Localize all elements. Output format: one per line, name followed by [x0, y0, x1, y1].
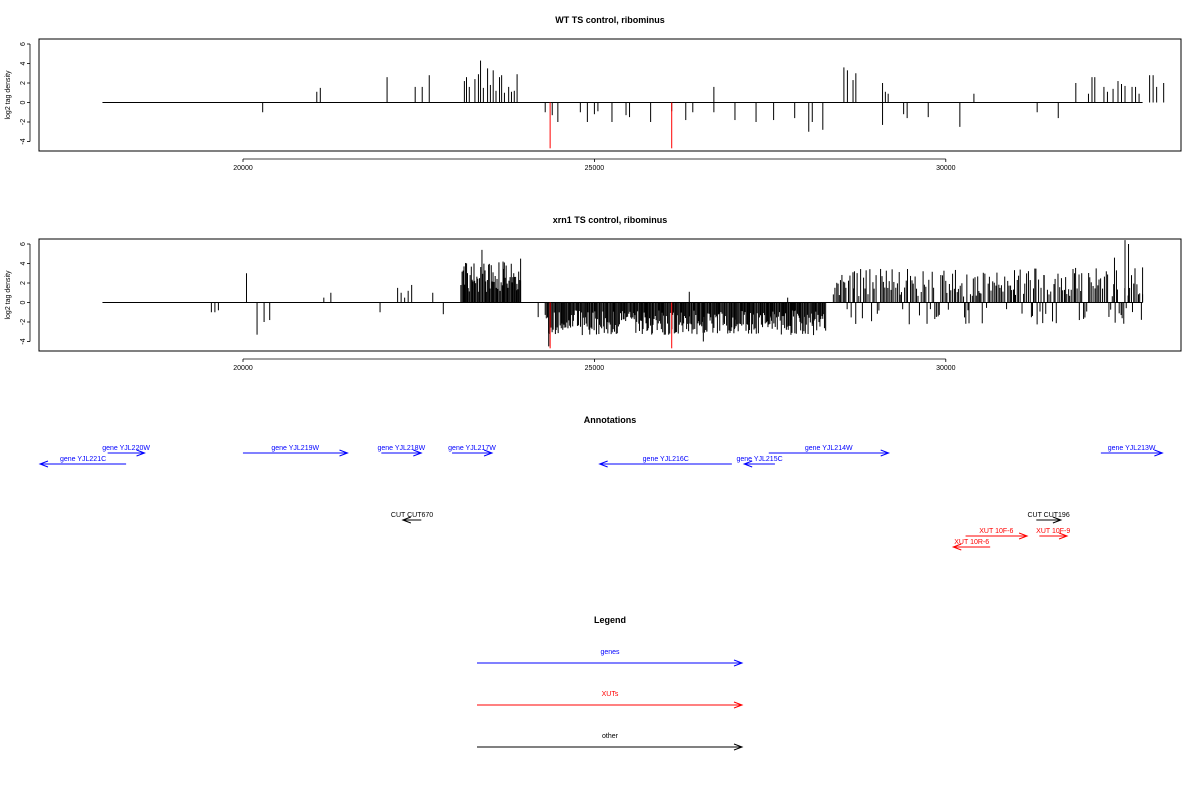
legend-label: other	[602, 733, 619, 740]
x-tick-label: 25000	[585, 365, 605, 372]
y-tick-label: -2	[20, 119, 27, 125]
gene-arrow-label: gene YJL217W	[448, 445, 496, 452]
xrn1-coverage-panel: xrn1 TS control, ribominus log2 tag dens…	[5, 215, 1182, 372]
gene-arrow: gene YJL214W	[768, 445, 891, 457]
y-tick-label: 6	[20, 42, 27, 46]
legend-items: genes XUTs other	[477, 649, 744, 751]
cut-arrow-label: CUT CUT196	[1027, 512, 1069, 519]
x-axis: 20000 25000 30000	[233, 158, 956, 172]
x-axis: 20000 25000 30000	[233, 358, 956, 372]
gene-arrow-label: gene YJL219W	[271, 445, 319, 452]
legend: Legend genes XUTs other	[477, 615, 744, 751]
gene-arrow: gene YJL219W	[242, 445, 349, 457]
legend-label: genes	[600, 649, 620, 656]
xut-arrow: XUT 10R-6	[951, 539, 991, 551]
gene-arrow-head	[38, 460, 49, 468]
y-tick-label: -4	[20, 338, 27, 344]
cut-track: CUT CUT670 CUT CUT196	[391, 512, 1070, 524]
panel-title: xrn1 TS control, ribominus	[553, 215, 668, 225]
gene-arrow-head	[413, 449, 423, 457]
legend-title: Legend	[594, 615, 626, 625]
y-tick-label: 0	[20, 100, 27, 104]
legend-arrow-head	[733, 701, 744, 709]
gene-arrow-head	[136, 449, 146, 457]
y-tick-label: -2	[20, 319, 27, 325]
xut-arrow-label: XUT 10F-9	[1036, 528, 1070, 535]
xut-arrow: XUT 10F-9	[1036, 528, 1070, 540]
xut-arrow-head	[951, 543, 962, 551]
x-tick-label: 25000	[585, 165, 605, 172]
xut-arrow-head	[1018, 532, 1029, 540]
x-tick-label: 30000	[936, 165, 956, 172]
legend-arrow-head	[733, 743, 744, 751]
gene-arrow-head	[483, 449, 494, 457]
gene-arrow: gene YJL215C	[736, 456, 783, 468]
gene-arrow-head	[1154, 449, 1164, 457]
y-tick-label: 2	[20, 81, 27, 85]
y-tick-label: 6	[20, 242, 27, 246]
gene-arrow-head	[742, 460, 753, 468]
legend-item: XUTs	[477, 691, 744, 709]
gene-arrow-head	[598, 460, 608, 468]
x-tick-label: 30000	[936, 365, 956, 372]
gene-arrow-label: gene YJL220W	[102, 445, 150, 452]
y-axis-label: log2 tag density	[5, 70, 12, 120]
cut-arrow: CUT CUT670	[391, 512, 433, 524]
y-tick-label: -4	[20, 138, 27, 144]
legend-arrow-head	[733, 659, 744, 667]
x-tick-label: 20000	[233, 365, 253, 372]
xut-arrow: XUT 10F-6	[965, 528, 1029, 540]
coverage-bars	[102, 60, 1165, 149]
gene-arrow: gene YJL221C	[38, 456, 127, 468]
xut-arrow-label: XUT 10R-6	[954, 539, 989, 546]
legend-item: other	[477, 733, 744, 751]
cut-arrow-head	[401, 516, 412, 524]
wt-coverage-panel: WT TS control, ribominus log2 tag densit…	[5, 15, 1182, 172]
gene-arrow: gene YJL216C	[598, 456, 732, 468]
gene-arrow-head	[339, 449, 349, 457]
y-axis: -4 -2 0 2 4 6	[20, 42, 31, 145]
gene-arrow-label: gene YJL221C	[60, 456, 106, 463]
gene-arrow: gene YJL217W	[448, 445, 496, 457]
annotations-title: Annotations	[584, 415, 637, 425]
y-axis: -4 -2 0 2 4 6	[20, 242, 31, 345]
panel-title: WT TS control, ribominus	[555, 15, 665, 25]
cut-arrow: CUT CUT196	[1027, 512, 1070, 524]
legend-label: XUTs	[602, 691, 619, 698]
xut-arrow-label: XUT 10F-6	[979, 528, 1013, 535]
cut-arrow-label: CUT CUT670	[391, 512, 433, 519]
cut-arrow-head	[1052, 516, 1063, 524]
plot-frame	[38, 38, 1182, 152]
gene-arrow: gene YJL218W	[377, 445, 426, 457]
gene-arrow: gene YJL213W	[1100, 445, 1164, 457]
legend-item: genes	[477, 649, 744, 667]
y-tick-label: 4	[20, 61, 27, 65]
gene-arrow-head	[880, 449, 891, 457]
y-tick-label: 4	[20, 261, 27, 265]
x-tick-label: 20000	[233, 165, 253, 172]
gene-arrow-label: gene YJL218W	[377, 445, 425, 452]
gene-track: gene YJL221C gene YJL220W gene YJL219W gene…	[38, 445, 1164, 468]
xut-track: XUT 10F-6 XUT 10F-9 XUT 10R-6	[951, 528, 1070, 551]
plot-frame	[38, 238, 1182, 352]
y-axis-label: log2 tag density	[5, 270, 12, 320]
gene-arrow-label: gene YJL215C	[736, 456, 782, 463]
gene-arrow-label: gene YJL216C	[643, 456, 689, 463]
gene-arrow-label: gene YJL214W	[805, 445, 853, 452]
xut-arrow-head	[1058, 532, 1069, 540]
coverage-bars	[102, 240, 1144, 349]
y-tick-label: 0	[20, 300, 27, 304]
gene-arrow: gene YJL220W	[102, 445, 150, 457]
y-tick-label: 2	[20, 281, 27, 285]
gene-arrow-label: gene YJL213W	[1108, 445, 1156, 452]
